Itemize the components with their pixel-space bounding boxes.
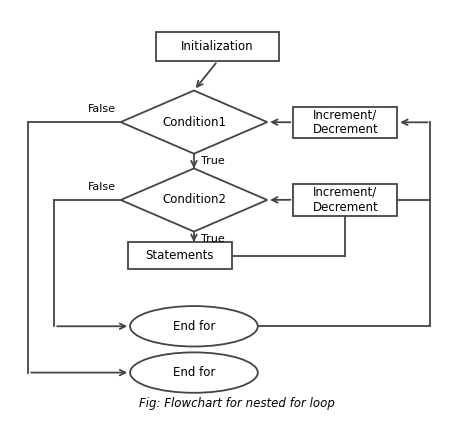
Text: Fig: Flowchart for nested for loop: Fig: Flowchart for nested for loop <box>139 397 334 410</box>
Text: End for: End for <box>173 366 215 379</box>
FancyBboxPatch shape <box>293 107 397 138</box>
Ellipse shape <box>130 306 258 346</box>
Text: Statements: Statements <box>146 249 214 262</box>
FancyBboxPatch shape <box>128 242 232 269</box>
Polygon shape <box>121 91 267 154</box>
Text: Condition1: Condition1 <box>162 116 226 128</box>
Text: False: False <box>88 181 116 192</box>
Ellipse shape <box>130 352 258 393</box>
Text: Increment/
Decrement: Increment/ Decrement <box>312 108 378 136</box>
FancyBboxPatch shape <box>293 184 397 216</box>
Text: False: False <box>88 104 116 114</box>
FancyBboxPatch shape <box>156 32 279 61</box>
Polygon shape <box>121 168 267 232</box>
Text: True: True <box>201 156 225 166</box>
Text: End for: End for <box>173 320 215 333</box>
Text: Increment/
Decrement: Increment/ Decrement <box>312 186 378 214</box>
Text: Initialization: Initialization <box>181 40 254 53</box>
Text: True: True <box>201 234 225 244</box>
Text: Condition2: Condition2 <box>162 194 226 206</box>
